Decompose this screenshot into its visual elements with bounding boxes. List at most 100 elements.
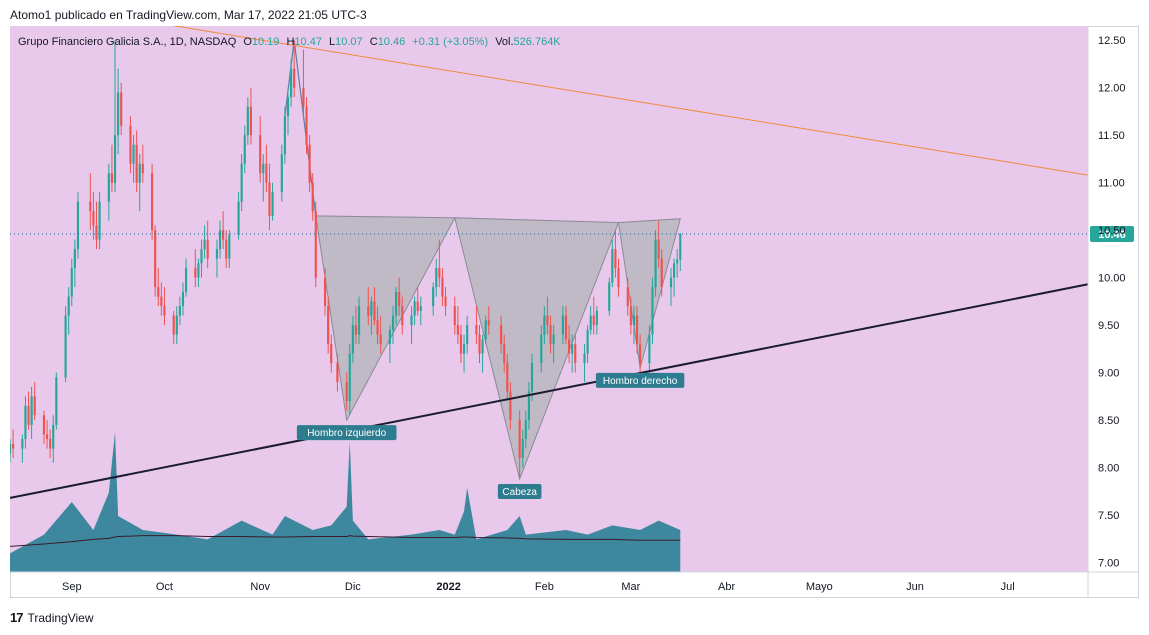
candle-body xyxy=(354,325,358,335)
candle-body xyxy=(635,315,639,345)
candle-body xyxy=(521,439,524,459)
candle-body xyxy=(151,173,154,231)
hombro-izquierdo-label-box xyxy=(296,425,397,441)
candle-body xyxy=(206,239,209,259)
candle-body xyxy=(138,163,141,183)
hombro-derecho-label: Hombro derecho xyxy=(603,376,678,387)
candle-body xyxy=(654,239,657,288)
candle-body xyxy=(669,277,673,288)
price-tick: 9.00 xyxy=(1098,368,1119,380)
candle-body xyxy=(391,315,395,330)
candle-body xyxy=(107,173,110,202)
candle-body xyxy=(110,173,114,183)
candle-body xyxy=(157,287,160,297)
candle-body xyxy=(268,182,271,216)
price-tick: 7.00 xyxy=(1098,558,1119,570)
hombro-derecho-label-box xyxy=(595,372,685,388)
candle-body xyxy=(262,163,265,174)
candle-body xyxy=(308,144,311,183)
symbol-legend: Grupo Financiero Galicia S.A., 1D, NASDA… xyxy=(18,36,561,48)
candle-body xyxy=(648,334,651,364)
candle-body xyxy=(527,391,531,421)
candle-body xyxy=(611,249,614,283)
legend-high: 10.47 xyxy=(294,36,322,48)
candlestick-chart[interactable]: 10.46 Hombro izquierdo Cabeza Hombro derec… xyxy=(10,26,1139,598)
candle-body xyxy=(203,239,206,250)
candle-body xyxy=(163,306,166,316)
candle-body xyxy=(194,268,197,278)
neckline xyxy=(315,215,681,224)
price-tick: 12.00 xyxy=(1098,83,1126,95)
legend-low: 10.07 xyxy=(335,36,363,48)
candle-body xyxy=(524,420,527,440)
candle-body xyxy=(552,334,555,345)
time-tick: Jun xyxy=(906,581,924,593)
tradingview-logo-icon: 17 xyxy=(10,610,24,625)
candle-body xyxy=(271,192,274,216)
candle-body xyxy=(571,344,574,354)
candle-body xyxy=(370,301,373,316)
candle-body xyxy=(12,443,15,449)
candle-body xyxy=(373,301,376,321)
candle-body xyxy=(462,344,466,354)
candle-body xyxy=(197,263,200,278)
candle-body xyxy=(561,315,564,335)
candle-body xyxy=(52,424,55,449)
orange-trendline xyxy=(172,26,1089,176)
candle-body xyxy=(129,125,132,164)
time-tick: Dic xyxy=(345,581,361,593)
candle-body xyxy=(49,439,52,449)
legend-close-label: C xyxy=(369,36,378,48)
candle-body xyxy=(530,363,534,392)
candle-body xyxy=(21,439,24,449)
candle-body xyxy=(398,291,401,307)
volume-area xyxy=(10,432,681,572)
black-trendline xyxy=(10,283,1089,499)
cabeza-label: Cabeza xyxy=(502,487,537,498)
candle-body xyxy=(549,325,552,345)
candle-body xyxy=(478,334,481,354)
price-tick: 12.50 xyxy=(1098,35,1126,47)
candle-body xyxy=(348,353,351,402)
candle-body xyxy=(160,296,163,307)
candle-body xyxy=(215,249,219,259)
candle-body xyxy=(500,325,503,345)
candle-body xyxy=(632,315,636,326)
candle-body xyxy=(243,135,246,164)
candle-body xyxy=(518,420,521,459)
candle-body xyxy=(639,344,642,364)
candle-body xyxy=(679,233,682,260)
price-tick: 7.50 xyxy=(1098,510,1119,522)
price-tag xyxy=(1090,225,1134,242)
legend-low-label: L xyxy=(329,36,336,48)
candle-body xyxy=(132,144,135,164)
candle-body xyxy=(70,268,73,297)
candle-body xyxy=(73,249,76,269)
candle-body xyxy=(259,135,262,174)
candle-body xyxy=(484,320,487,340)
footer-brand[interactable]: 17 TradingView xyxy=(10,610,94,625)
candle-body xyxy=(265,163,268,183)
legend-change: +0.31 (+3.05%) xyxy=(412,36,489,48)
candle-body xyxy=(323,277,327,307)
candle-body xyxy=(27,405,30,425)
candle-body xyxy=(45,434,49,440)
candle-body xyxy=(55,377,58,425)
candle-body xyxy=(175,315,178,335)
candle-body xyxy=(376,320,379,335)
time-tick: Feb xyxy=(535,581,554,593)
candle-body xyxy=(246,106,249,136)
legend-open: 10.19 xyxy=(251,36,280,48)
cabeza-label-box xyxy=(497,483,542,499)
candle-body xyxy=(583,353,586,364)
candle-body xyxy=(432,287,435,307)
candle-body xyxy=(314,211,317,278)
candle-body xyxy=(67,296,70,316)
price-tick: 10.50 xyxy=(1098,225,1126,237)
candle-body xyxy=(181,291,185,307)
candle-body xyxy=(626,287,629,307)
candle-body xyxy=(113,135,117,183)
time-tick: Oct xyxy=(156,581,173,593)
candle-body xyxy=(395,291,398,316)
time-tick: Mayo xyxy=(806,581,833,593)
